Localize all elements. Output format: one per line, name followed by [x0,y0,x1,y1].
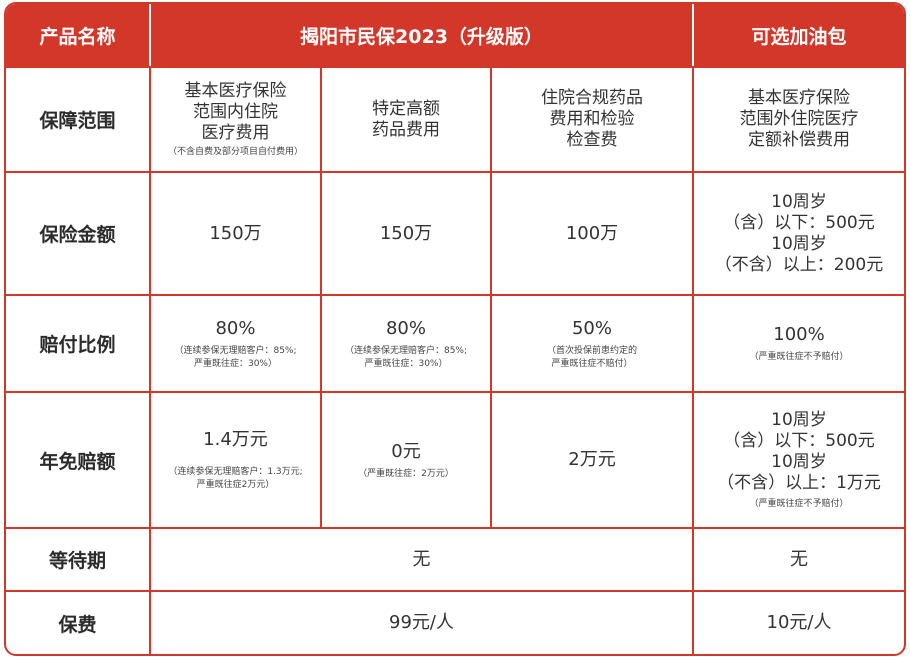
table-row-deductible: 年免赔额 1.4万元 （连续参保无理赔客户：1.3万元; 严重既往症2万元） 0… [6,393,904,529]
header-main-product: 揭阳市民保2023（升级版） [151,4,694,66]
insurance-comparison-table: 产品名称 揭阳市民保2023（升级版） 可选加油包 保障范围 基本医疗保险 范围… [4,2,906,656]
ratio-optional: 100% （严重既往症不予赔付） [749,324,849,362]
amount-col3: 100万 [492,173,694,294]
premium-optional: 10元/人 [766,612,832,633]
amount-optional: 10周岁 （含）以下：500元 10周岁 （不含）以上：200元 [714,191,884,275]
header-product-name: 产品名称 [6,4,151,66]
row-label-waiting: 等待期 [6,529,151,590]
table-row-ratio: 赔付比例 80% （连续参保无理赔客户：85%; 严重既往症：30%） 80% … [6,296,904,393]
ratio-col3: 50% （首次投保前患约定的 严重既往症不赔付） [492,296,694,391]
row-label-premium: 保费 [6,592,151,654]
row-label-deductible: 年免赔额 [6,393,151,527]
deductible-col2: 0元 （严重既往症：2万元） [322,393,492,527]
coverage-basic-in-scope: 基本医疗保险 范围内住院 医疗费用 （不含自费及部分项目自付费用） [151,68,322,171]
deductible-col3: 2万元 [492,393,694,527]
table-row-waiting: 等待期 无 无 [6,529,904,592]
row-label-amount: 保险金额 [6,173,151,294]
table-row-amount: 保险金额 150万 150万 100万 10周岁 （含）以下：500元 10周岁… [6,173,904,296]
table-row-coverage: 保障范围 基本医疗保险 范围内住院 医疗费用 （不含自费及部分项目自付费用） 特… [6,68,904,173]
deductible-col1: 1.4万元 （连续参保无理赔客户：1.3万元; 严重既往症2万元） [151,393,322,527]
header-optional-pack: 可选加油包 [751,25,847,48]
waiting-main: 无 [151,529,694,590]
ratio-col2: 80% （连续参保无理赔客户：85%; 严重既往症：30%） [322,296,492,391]
coverage-special-drugs: 特定高额 药品费用 [322,68,492,171]
ratio-col1: 80% （连续参保无理赔客户：85%; 严重既往症：30%） [151,296,322,391]
amount-col2: 150万 [322,173,492,294]
waiting-optional: 无 [790,548,808,570]
table-header: 产品名称 揭阳市民保2023（升级版） 可选加油包 [6,4,904,68]
amount-col1: 150万 [151,173,322,294]
coverage-compliant-drugs-exams: 住院合规药品 费用和检验 检查费 [492,68,694,171]
premium-main: 99元/人 [151,592,694,654]
row-label-ratio: 赔付比例 [6,296,151,391]
row-label-coverage: 保障范围 [6,68,151,171]
coverage-optional-out-of-scope: 基本医疗保险 范围外住院医疗 定额补偿费用 [739,88,859,150]
deductible-optional: 10周岁 （含）以下：500元 10周岁 （不含）以上：1万元 （严重既往症不予… [717,409,881,509]
table-row-premium: 保费 99元/人 10元/人 [6,592,904,654]
